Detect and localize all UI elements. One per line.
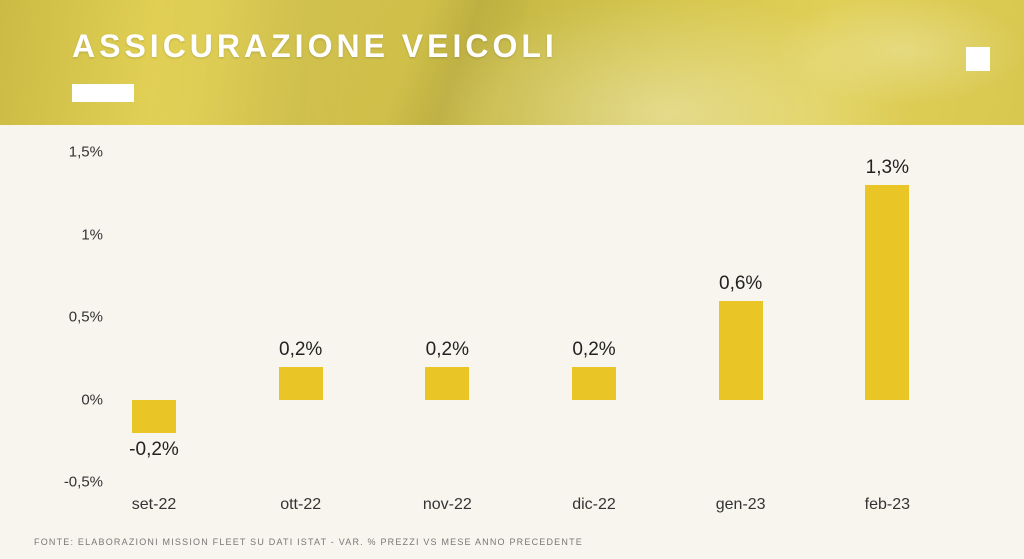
x-tick-label: feb-23 xyxy=(865,496,910,514)
y-tick-label: 0% xyxy=(48,391,103,408)
header-banner: ASSICURAZIONE VEICOLI xyxy=(0,0,1024,125)
bar-value-label: 0,2% xyxy=(572,339,615,361)
bar-value-label: 0,2% xyxy=(426,339,469,361)
x-tick-label: nov-22 xyxy=(423,496,472,514)
page-title: ASSICURAZIONE VEICOLI xyxy=(72,28,558,65)
x-tick-label: dic-22 xyxy=(572,496,616,514)
chart-bar xyxy=(719,301,763,400)
chart-bar xyxy=(572,367,616,400)
bar-value-label: 0,2% xyxy=(279,339,322,361)
source-note: FONTE: ELABORAZIONI MISSION FLEET SU DAT… xyxy=(34,537,583,547)
bar-value-label: 1,3% xyxy=(866,157,909,179)
x-tick-label: ott-22 xyxy=(280,496,321,514)
chart-bar xyxy=(279,367,323,400)
y-tick-label: 0,5% xyxy=(48,309,103,326)
chart-bar xyxy=(865,185,909,400)
decorative-box-right xyxy=(966,47,990,71)
y-tick-label: 1,5% xyxy=(48,144,103,161)
y-tick-label: -0,5% xyxy=(48,474,103,491)
y-tick-label: 1% xyxy=(48,226,103,243)
chart-plot-area: -0,2%set-220,2%ott-220,2%nov-220,2%dic-2… xyxy=(110,152,990,482)
y-axis: -0,5%0%0,5%1%1,5% xyxy=(48,152,103,512)
chart-bar xyxy=(425,367,469,400)
x-tick-label: gen-23 xyxy=(716,496,766,514)
decorative-box-left xyxy=(72,84,134,102)
bar-value-label: -0,2% xyxy=(129,439,179,461)
bar-chart: -0,5%0%0,5%1%1,5% -0,2%set-220,2%ott-220… xyxy=(60,152,990,512)
chart-bar xyxy=(132,400,176,433)
x-tick-label: set-22 xyxy=(132,496,176,514)
bar-value-label: 0,6% xyxy=(719,273,762,295)
